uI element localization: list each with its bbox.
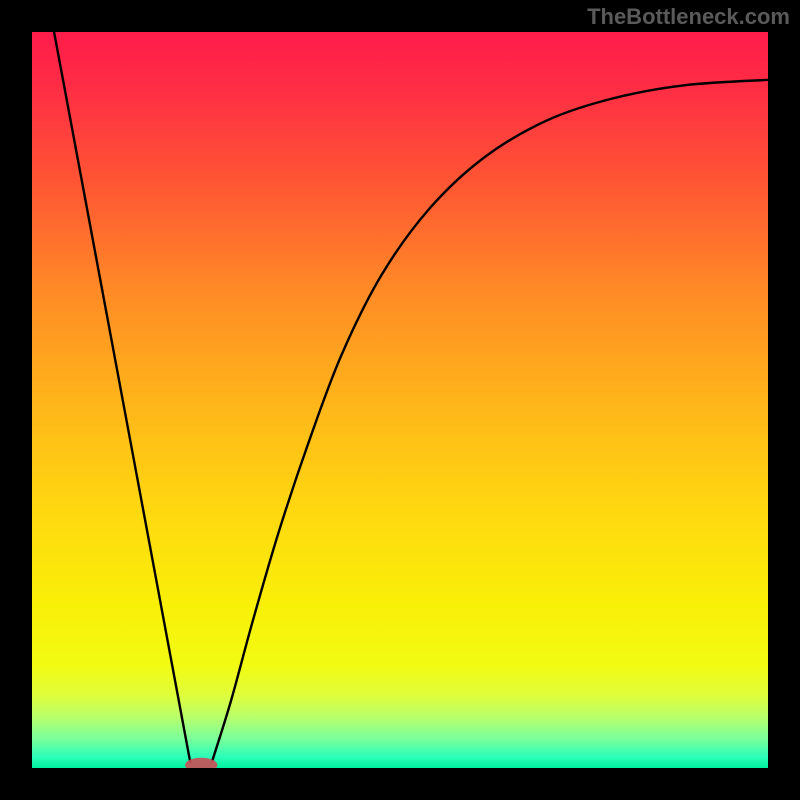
watermark-text: TheBottleneck.com bbox=[587, 4, 790, 30]
curve-overlay bbox=[32, 32, 768, 768]
chart-container: TheBottleneck.com bbox=[0, 0, 800, 800]
plot-area bbox=[32, 32, 768, 768]
